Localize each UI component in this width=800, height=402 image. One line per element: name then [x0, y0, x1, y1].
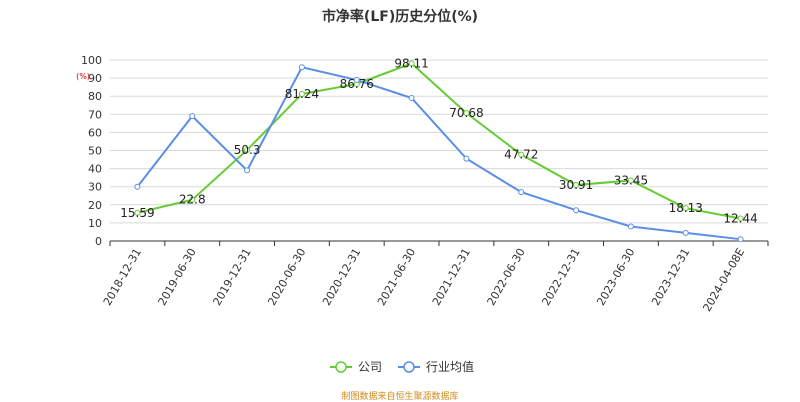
x-tick-label: 2018-12-31 — [101, 246, 144, 308]
y-tick-label: 40 — [88, 163, 102, 176]
data-point — [189, 196, 196, 203]
axes: 0 10 20 30 40 50 60 70 80 90 100 (%) 2018-12-31 2019-… — [76, 54, 769, 314]
y-tick-label: 60 — [88, 126, 102, 139]
data-label: 15.59 — [120, 206, 154, 220]
data-label: 47.72 — [504, 148, 538, 162]
y-tick-label: 10 — [88, 217, 102, 230]
data-point — [298, 64, 305, 71]
data-point — [134, 183, 141, 190]
x-tick-label: 2021-12-31 — [430, 246, 473, 308]
y-tick-label: 100 — [81, 54, 102, 67]
series-line-0 — [137, 62, 741, 220]
data-label: 50.3 — [234, 143, 261, 157]
data-point — [682, 205, 689, 212]
data-point — [627, 177, 634, 184]
data-point — [463, 110, 470, 117]
data-label: 33.45 — [614, 173, 648, 187]
data-point — [408, 60, 415, 67]
data-point — [573, 207, 580, 214]
y-tick-label: 30 — [88, 181, 102, 194]
x-tick-label: 2020-06-30 — [265, 246, 308, 308]
grid-lines — [110, 59, 768, 224]
data-point — [682, 229, 689, 236]
data-point — [573, 182, 580, 189]
x-tick-label: 2023-06-30 — [594, 246, 637, 308]
legend-label: 公司 — [358, 360, 382, 374]
y-tick-label: 0 — [95, 235, 102, 248]
x-tick-label: 2019-06-30 — [156, 246, 199, 308]
data-point — [244, 146, 251, 153]
y-tick-label: 70 — [88, 108, 102, 121]
data-point — [518, 189, 525, 196]
data-point — [408, 95, 415, 102]
data-point — [189, 113, 196, 120]
data-point — [518, 151, 525, 158]
series-lines — [134, 60, 744, 243]
data-point — [353, 76, 360, 83]
source-note: 制图数据来自恒生聚源数据库 — [341, 392, 459, 402]
data-point — [463, 155, 470, 162]
data-point — [627, 223, 634, 230]
chart-title: 市净率(LF)历史分位(%) — [321, 9, 479, 25]
data-point — [737, 215, 744, 222]
legend-swatch-marker — [403, 361, 415, 373]
x-tick-label: 2022-12-31 — [539, 246, 582, 308]
data-label: 86.76 — [340, 77, 374, 91]
data-point — [134, 209, 141, 216]
legend-label: 行业均值 — [426, 359, 474, 374]
x-tick-label: 2024-04-08E — [700, 246, 747, 314]
data-label: 22.8 — [179, 193, 206, 207]
legend: 公司 行业均值 — [330, 359, 474, 374]
data-label: 81.24 — [285, 87, 319, 101]
x-tick-label: 2022-06-30 — [485, 246, 528, 308]
data-label: 18.13 — [669, 201, 703, 215]
data-point — [298, 90, 305, 97]
data-point — [244, 167, 251, 174]
y-unit-label: (%) — [76, 72, 90, 81]
x-tick-label: 2023-12-31 — [649, 246, 692, 308]
y-tick-label: 90 — [88, 72, 102, 85]
y-tick-label: 20 — [88, 199, 102, 212]
data-label: 70.68 — [449, 106, 483, 120]
series-line-1 — [136, 66, 741, 241]
data-labels: 15.59 22.8 50.3 81.24 86.76 98.11 70.68 47.72 30… — [120, 56, 758, 225]
data-label: 12.44 — [723, 211, 757, 225]
y-tick-label: 80 — [88, 90, 102, 103]
data-label: 30.91 — [559, 178, 593, 192]
x-tick-label: 2021-06-30 — [375, 246, 418, 308]
x-tick-label: 2020-12-31 — [320, 246, 363, 308]
y-tick-label: 50 — [88, 145, 102, 158]
data-label: 98.11 — [394, 56, 428, 70]
legend-swatch-marker — [335, 361, 347, 373]
x-tick-label: 2019-12-31 — [210, 246, 253, 308]
data-point — [737, 236, 744, 243]
